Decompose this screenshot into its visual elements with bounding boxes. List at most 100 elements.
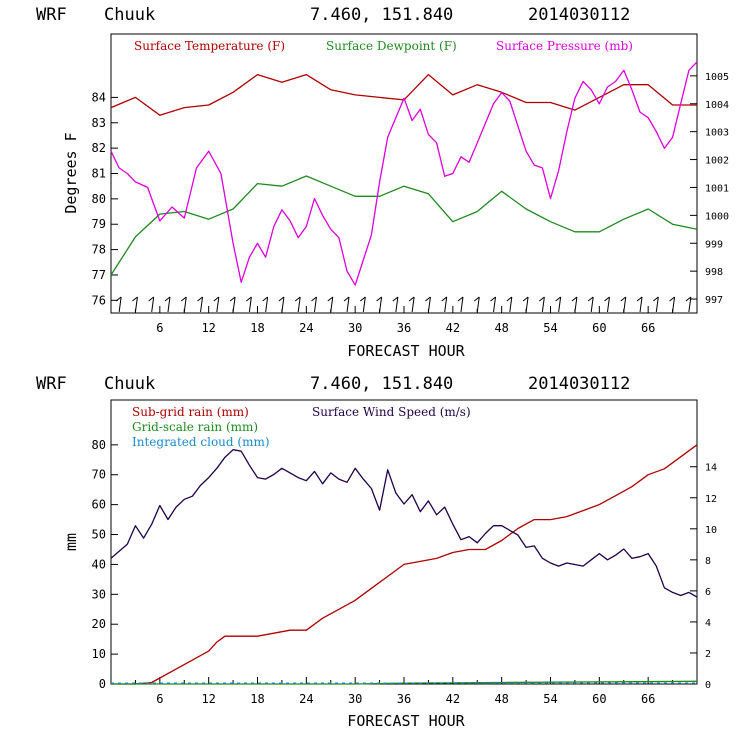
legend-integrated-cloud: Integrated cloud (mm) (132, 435, 270, 449)
wind-barb-icon (392, 296, 399, 313)
wind-barb-icon (132, 296, 138, 313)
wind-barb-icon (294, 296, 301, 313)
top-header-model: WRF (36, 5, 67, 25)
wind-barb-icon (376, 296, 383, 313)
wind-barb-icon (571, 296, 578, 313)
wind-barb-icon (669, 296, 676, 313)
y-tick-label: 81 (92, 167, 106, 181)
y-tick-label: 70 (92, 468, 106, 482)
temperature-chart-legend: Surface Temperature (F) Surface Dewpoint… (134, 39, 633, 53)
wind-barb-icon (180, 296, 187, 313)
bottom-header-station: Chuuk (104, 374, 155, 394)
wind-barb-icon (473, 296, 480, 313)
y2-tick-label: 1005 (705, 72, 729, 83)
x-tick-label: 60 (592, 692, 606, 706)
x-tick-label: 60 (592, 321, 606, 335)
temperature-chart-xlabel: FORECAST HOUR (347, 342, 465, 360)
y2-tick-label: 14 (705, 463, 717, 474)
precipitation-chart-series (110, 444, 698, 685)
wind-barb-icon (262, 296, 269, 313)
x-tick-label: 36 (397, 692, 411, 706)
precipitation-chart-xlabel: FORECAST HOUR (347, 712, 465, 730)
top-header-station: Chuuk (104, 5, 155, 25)
y2-tick-label: 1002 (705, 156, 729, 167)
legend-surface-temperature: Surface Temperature (F) (134, 39, 285, 53)
precipitation-chart-ylabel: mm (62, 533, 80, 551)
temperature-chart-ylabel: Degrees F (62, 132, 80, 213)
wind-barb-icon (425, 296, 431, 313)
wind-barb-icon (164, 296, 171, 313)
wind-barb-icon (327, 296, 334, 313)
legend-surface-wind-speed: Surface Wind Speed (m/s) (312, 405, 471, 419)
wind-barb-icon (441, 296, 448, 313)
wind-barb-icon (246, 296, 252, 313)
wind-barb-icon (457, 296, 464, 313)
wind-barb-icon (685, 296, 692, 313)
y-tick-label: 79 (92, 217, 106, 231)
bottom-header-run: 2014030112 (528, 374, 630, 394)
temperature-line (110, 73, 697, 116)
y2-tick-label: 8 (705, 556, 711, 567)
y2-tick-label: 4 (705, 618, 711, 629)
x-tick-label: 24 (299, 321, 313, 335)
y-tick-label: 80 (92, 438, 106, 452)
wind-barb-icon (278, 296, 285, 313)
x-tick-label: 66 (641, 692, 655, 706)
wind-barb-icon (587, 296, 594, 313)
x-tick-label: 36 (397, 321, 411, 335)
x-tick-label: 48 (494, 321, 508, 335)
top-chart-header: WRF Chuuk 7.460, 151.840 2014030112 (36, 5, 630, 25)
legend-surface-dewpoint: Surface Dewpoint (F) (326, 39, 457, 53)
legend-gridscale-rain: Grid-scale rain (mm) (132, 420, 258, 434)
legend-surface-pressure: Surface Pressure (mb) (496, 39, 633, 53)
dewpoint-line (110, 175, 698, 276)
wind-barb-icon (197, 296, 204, 313)
y-tick-label: 78 (92, 243, 106, 257)
y2-tick-label: 1000 (705, 211, 729, 222)
gridscale-rain-line (111, 680, 698, 685)
x-tick-label: 6 (156, 692, 163, 706)
wind-barb-icon (229, 296, 236, 313)
wind-barb-icon (408, 296, 415, 313)
x-tick-label: 12 (201, 692, 215, 706)
x-tick-label: 18 (250, 321, 264, 335)
y-tick-label: 20 (92, 617, 106, 631)
y2-tick-label: 1004 (705, 100, 729, 111)
x-tick-label: 54 (543, 692, 557, 706)
y-tick-label: 60 (92, 498, 106, 512)
x-tick-label: 24 (299, 692, 313, 706)
temperature-chart-series (110, 61, 698, 286)
y-tick-label: 82 (92, 141, 106, 155)
legend-subgrid-rain: Sub-grid rain (mm) (132, 405, 249, 419)
y2-tick-label: 2 (705, 649, 711, 660)
wind-barb-icon (604, 296, 610, 313)
wind-barb-icon (506, 296, 513, 313)
y2-tick-label: 1003 (705, 128, 729, 139)
y2-tick-label: 12 (705, 494, 717, 505)
x-tick-label: 66 (641, 321, 655, 335)
y2-tick-label: 0 (705, 680, 711, 691)
y-tick-label: 50 (92, 528, 106, 542)
y-tick-label: 84 (92, 90, 106, 104)
wind-barb-icon (522, 296, 529, 313)
pressure-line (110, 61, 698, 286)
y2-tick-label: 999 (705, 239, 723, 250)
y-tick-label: 30 (92, 587, 106, 601)
y2-tick-label: 6 (705, 587, 711, 598)
x-tick-label: 48 (494, 692, 508, 706)
bottom-header-coords: 7.460, 151.840 (310, 374, 453, 394)
x-tick-label: 42 (446, 321, 460, 335)
wind-barb-icon (148, 296, 155, 313)
wind-barb-icon (115, 296, 122, 313)
wind-barb-icon (636, 296, 643, 313)
x-tick-label: 42 (446, 692, 460, 706)
wind-barb-icon (620, 296, 627, 313)
bottom-chart-header: WRF Chuuk 7.460, 151.840 2014030112 (36, 374, 630, 394)
temperature-chart-ticks: 6 12 18 24 30 36 42 48 54 60 66 76 77 78 79 80 81 82 83 84 9… (92, 72, 730, 335)
wind-barb-icon (539, 296, 545, 313)
wind-speed-line (110, 449, 698, 598)
x-tick-label: 30 (348, 321, 362, 335)
x-tick-label: 30 (348, 692, 362, 706)
temperature-chart: 6 12 18 24 30 36 42 48 54 60 66 76 77 78 79 80 81 82 83 84 9… (62, 33, 730, 360)
y-tick-label: 40 (92, 557, 106, 571)
